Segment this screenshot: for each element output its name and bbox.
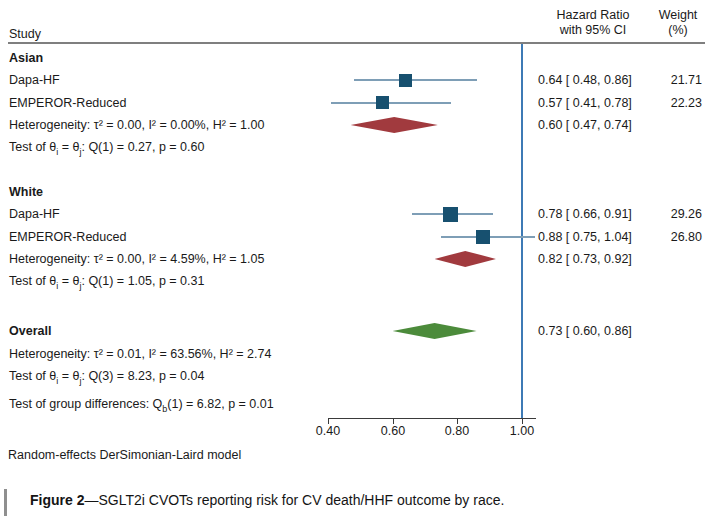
heterogeneity-note: Heterogeneity: τ² = 0.00, I² = 4.59%, H²… — [9, 250, 264, 268]
weight-header-line1: Weight — [650, 8, 706, 23]
model-note: Random-effects DerSimonian-Laird model — [8, 448, 241, 462]
x-axis-tick-label: 0.40 — [306, 424, 350, 438]
caption-label: Figure 2 — [30, 492, 84, 508]
heterogeneity-note: Heterogeneity: τ² = 0.00, I² = 0.00%, H²… — [9, 116, 264, 134]
caption-body: —SGLT2i CVOTs reporting risk for CV deat… — [84, 492, 504, 508]
reference-line-hr-1 — [521, 44, 523, 418]
homogeneity-test: Test of θi = θj: Q(1) = 1.05, p = 0.31 — [9, 272, 204, 295]
effect-square — [476, 230, 490, 244]
study-label: EMPEROR-Reduced — [9, 228, 126, 246]
x-axis-tick-label: 0.60 — [371, 424, 415, 438]
group-label: Asian — [9, 49, 43, 67]
weight-value: 21.71 — [655, 71, 702, 89]
hr-ci-value: 0.64 [ 0.48, 0.86] — [538, 71, 632, 89]
hazard-ratio-header-line2: with 95% CI — [538, 23, 648, 38]
figure-2-forest-plot: Hazard Ratio with 95% CI Weight (%) Stud… — [0, 0, 715, 523]
effect-square — [443, 207, 458, 222]
summary-hr-ci-value: 0.82 [ 0.73, 0.92] — [538, 250, 632, 268]
column-header-weight: Weight (%) — [650, 8, 706, 38]
x-axis-tick-label: 0.80 — [435, 424, 479, 438]
group-difference-test: Test of group differences: Qb(1) = 6.82,… — [9, 395, 274, 418]
weight-header-line2: (%) — [650, 23, 706, 38]
ci-line — [331, 102, 451, 104]
overall-hr-ci-value: 0.73 [ 0.60, 0.86] — [538, 322, 632, 340]
heterogeneity-note: Heterogeneity: τ² = 0.01, I² = 63.56%, H… — [9, 345, 271, 363]
effect-square — [376, 96, 389, 109]
weight-value: 29.26 — [655, 205, 702, 223]
hr-ci-value: 0.57 [ 0.41, 0.78] — [538, 94, 632, 112]
caption-text: Figure 2—SGLT2i CVOTs reporting risk for… — [30, 492, 504, 508]
weight-value: 26.80 — [655, 228, 702, 246]
summary-hr-ci-value: 0.60 [ 0.47, 0.74] — [538, 116, 632, 134]
overall-label: Overall — [9, 322, 51, 340]
homogeneity-test: Test of θi = θj: Q(1) = 0.27, p = 0.60 — [9, 138, 204, 161]
group-label: White — [9, 183, 43, 201]
ci-line — [354, 79, 477, 81]
column-header-hazard-ratio: Hazard Ratio with 95% CI — [538, 8, 648, 38]
hr-ci-value: 0.88 [ 0.75, 1.04] — [538, 228, 632, 246]
effect-square — [399, 74, 412, 87]
study-label: Dapa-HF — [9, 71, 60, 89]
header-divider — [8, 42, 705, 44]
figure-caption: Figure 2—SGLT2i CVOTs reporting risk for… — [0, 486, 715, 520]
caption-rule — [4, 489, 7, 516]
x-axis-line — [328, 418, 536, 419]
homogeneity-test: Test of θi = θj: Q(3) = 8.23, p = 0.04 — [9, 367, 204, 390]
column-header-study: Study — [9, 27, 41, 41]
x-axis-tick-label: 1.00 — [500, 424, 544, 438]
hazard-ratio-header-line1: Hazard Ratio — [538, 8, 648, 23]
weight-value: 22.23 — [655, 94, 702, 112]
summary-diamond — [435, 251, 496, 267]
study-label: Dapa-HF — [9, 205, 60, 223]
summary-diamond — [351, 117, 438, 133]
study-label: EMPEROR-Reduced — [9, 94, 126, 112]
summary-diamond — [393, 323, 477, 339]
hr-ci-value: 0.78 [ 0.66, 0.91] — [538, 205, 632, 223]
